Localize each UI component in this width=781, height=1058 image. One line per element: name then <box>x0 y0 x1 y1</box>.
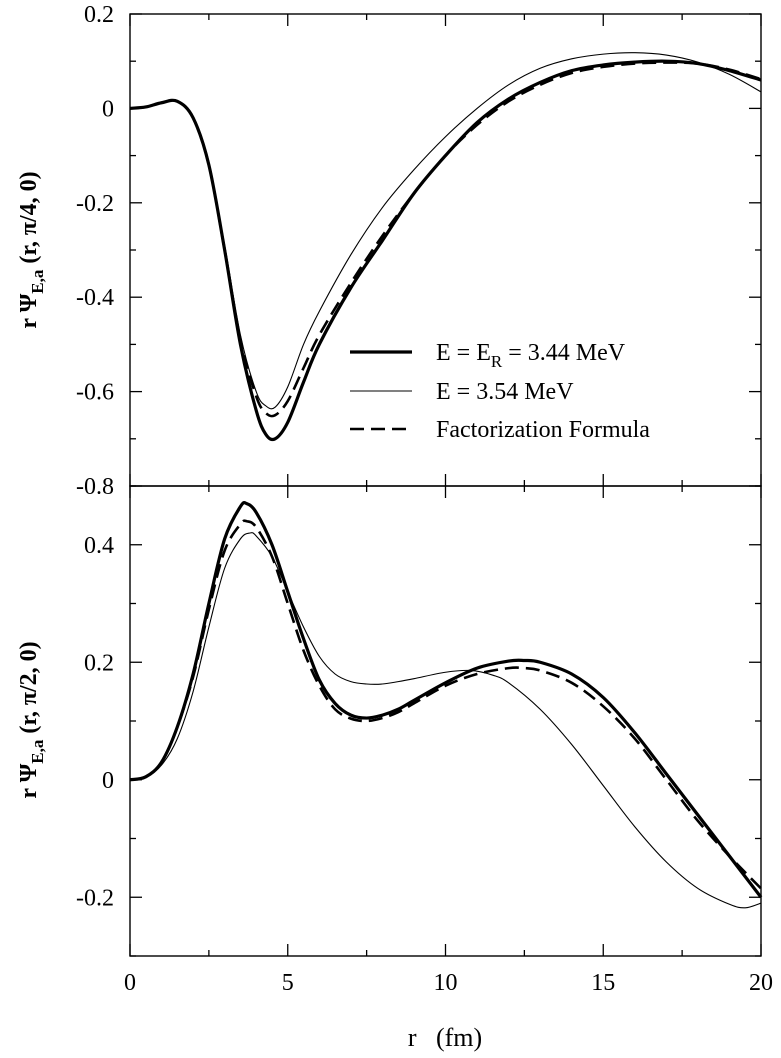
legend-label-dashed: Factorization Formula <box>436 417 650 443</box>
bottom-panel-frame <box>129 485 762 957</box>
x-tick-label: 5 <box>282 970 294 996</box>
top-series-group <box>129 52 762 442</box>
series-line-dashed <box>129 519 762 890</box>
y-tick-label: 0.2 <box>84 2 114 28</box>
legend-label-thick: E = ER = 3.44 MeV <box>436 340 626 371</box>
x-tick-label: 0 <box>124 970 136 996</box>
bottom-tick-labels: -0.2 0 0.2 0.4 0 5 10 15 20 <box>76 533 773 996</box>
x-tick-label: 15 <box>591 970 615 996</box>
series-line-thin <box>129 52 762 410</box>
top-axis-ticks <box>129 13 762 487</box>
series-line-thin <box>129 532 762 909</box>
series-line-dashed <box>129 61 762 418</box>
y-tick-label: 0.2 <box>84 650 114 676</box>
y-tick-label: -0.6 <box>76 380 114 406</box>
legend: E = ER = 3.44 MeV E = 3.54 MeV Factoriza… <box>350 340 650 443</box>
top-y-axis-title: r ΨE,a (r, π/4, 0) <box>16 171 47 328</box>
y-tick-label: -0.2 <box>76 191 114 217</box>
top-y-tick-labels: -0.8 -0.6 -0.4 -0.2 0 0.2 <box>76 2 114 500</box>
series-line-thick <box>129 500 763 899</box>
y-tick-label: -0.8 <box>76 474 114 500</box>
y-tick-label: 0 <box>102 768 114 794</box>
bottom-y-axis-title: r ΨE,a (r, π/2, 0) <box>16 641 47 798</box>
x-axis-title: r (fm) <box>408 1023 482 1052</box>
bottom-series-group <box>129 500 763 909</box>
y-tick-label: -0.2 <box>76 885 114 911</box>
y-tick-label: 0 <box>102 96 114 122</box>
x-tick-label: 20 <box>749 970 773 996</box>
y-tick-label: -0.4 <box>76 285 114 311</box>
legend-label-thin: E = 3.54 MeV <box>436 379 574 405</box>
x-tick-label: 10 <box>434 970 458 996</box>
bottom-axis-ticks <box>129 485 762 957</box>
y-tick-label: 0.4 <box>84 533 114 559</box>
